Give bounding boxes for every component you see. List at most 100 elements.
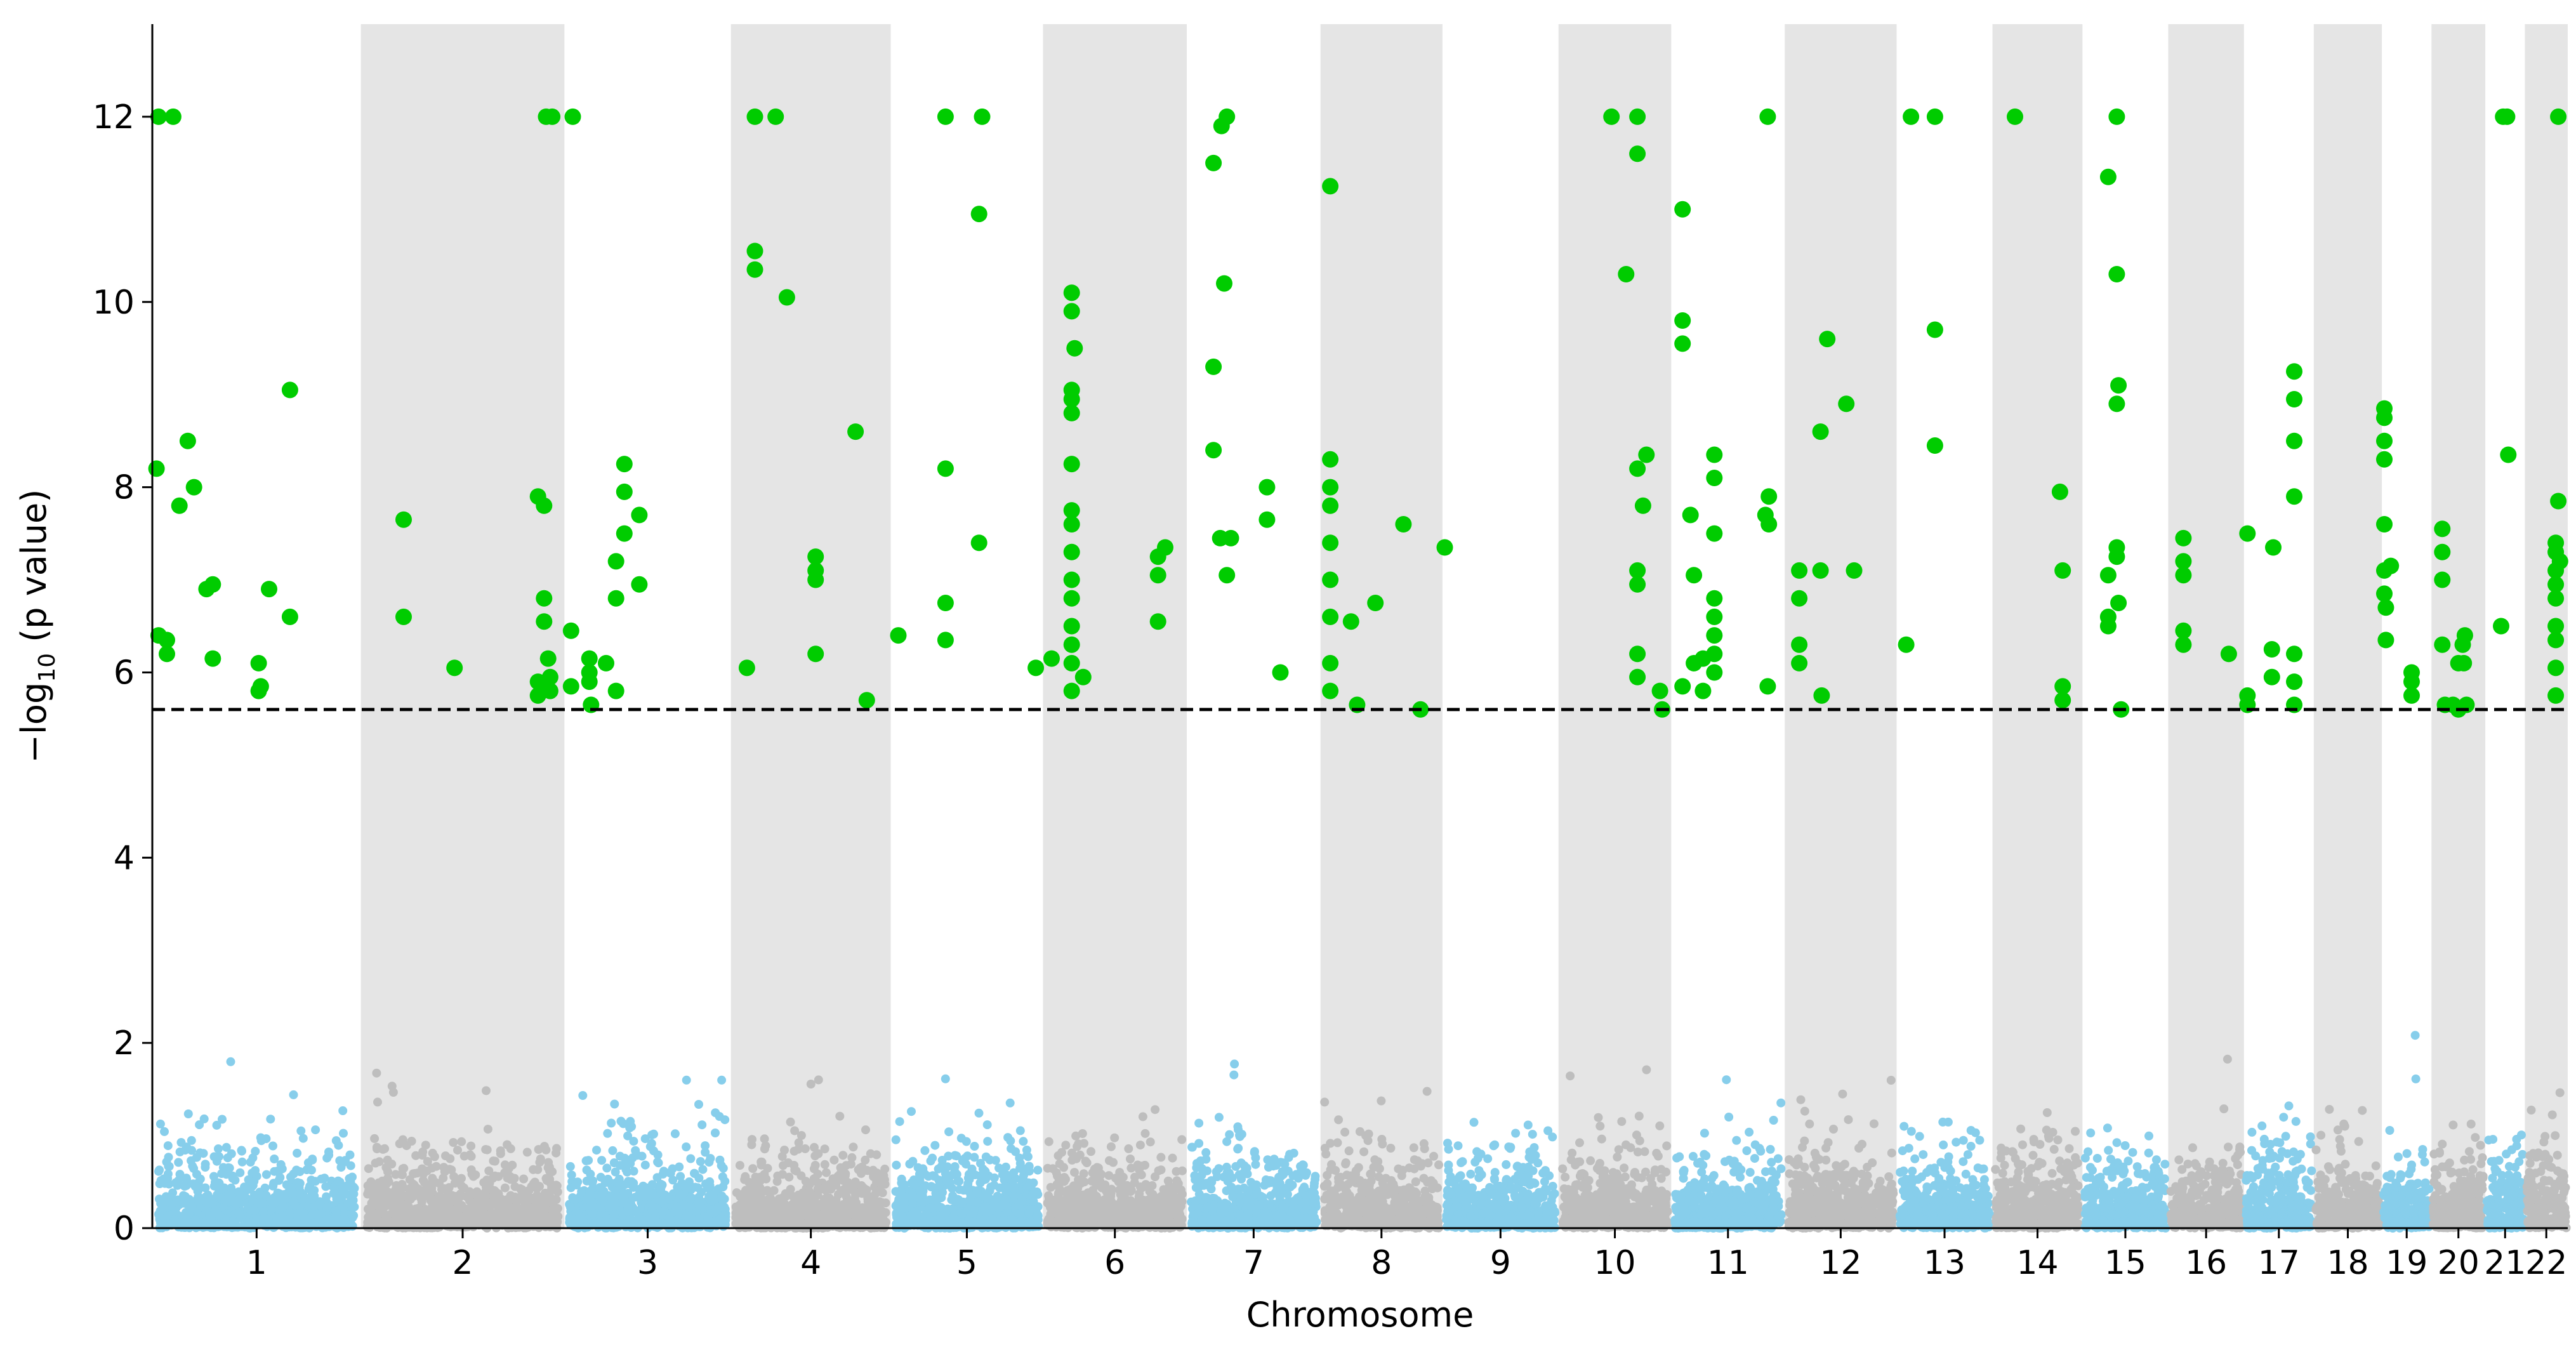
snp-point (339, 1128, 348, 1138)
snp-point (800, 1144, 810, 1153)
snp-point (510, 1182, 520, 1191)
snp-point (364, 1205, 373, 1214)
snp-point (331, 1136, 341, 1146)
snp-point (755, 1183, 765, 1193)
snp-point (420, 1207, 429, 1216)
snp-point (199, 1114, 209, 1123)
snp-point (928, 1153, 937, 1163)
snp-point (194, 1186, 203, 1195)
snp-point (816, 1214, 825, 1223)
snp-point (620, 1153, 630, 1163)
snp-point (552, 1148, 561, 1158)
snp-point (309, 1218, 319, 1228)
snp-point (172, 1197, 182, 1207)
snp-point (609, 1158, 619, 1167)
snp-point (533, 1165, 543, 1174)
snp-point (272, 1215, 281, 1224)
snp-point (838, 1151, 848, 1160)
snp-point (443, 1186, 452, 1196)
snp-point (986, 1205, 996, 1215)
snp-point (1019, 1137, 1028, 1146)
snp-point (881, 1198, 890, 1208)
snp-point (694, 1214, 704, 1224)
snp-point (659, 1167, 668, 1176)
snp-point (251, 1214, 261, 1224)
band-chr-10 (1558, 24, 1672, 1228)
snp-point (731, 1202, 741, 1212)
snp-point (565, 1161, 575, 1171)
snp-point (619, 1119, 628, 1128)
snp-point (421, 1141, 430, 1150)
snp-point (578, 1214, 587, 1223)
snp-point (535, 1182, 544, 1191)
snp-point (294, 1182, 304, 1192)
snp-point (961, 1137, 971, 1146)
snp-point (1024, 1161, 1034, 1171)
snp-point (1000, 1175, 1009, 1185)
snp-point (965, 1196, 974, 1205)
snp-point (907, 1107, 916, 1116)
snp-point (1159, 1189, 1168, 1199)
snp-point (397, 1180, 407, 1189)
snp-point (874, 1208, 883, 1218)
snp-point (181, 1209, 190, 1219)
snp-point (970, 1142, 979, 1151)
snp-point (286, 1172, 295, 1182)
snp-point (289, 1189, 298, 1198)
snp-point (260, 1183, 270, 1193)
snp-point (864, 1205, 874, 1214)
snp-point (915, 1175, 925, 1185)
snp-point (682, 1075, 691, 1085)
snp-point (489, 1156, 498, 1166)
snp-point (986, 1215, 995, 1225)
snp-point (488, 1174, 498, 1183)
snp-point (215, 1221, 223, 1231)
snp-point (1074, 1193, 1084, 1202)
snp-point (519, 1174, 529, 1184)
points-chr-1 (154, 1057, 359, 1233)
snp-point (1064, 1215, 1073, 1224)
snp-point (428, 1148, 437, 1158)
snp-point (827, 1200, 836, 1209)
snp-point (1146, 1137, 1155, 1147)
snp-point (972, 1186, 982, 1196)
snp-point (242, 1184, 251, 1194)
snp-point (1067, 1197, 1076, 1207)
snp-point (237, 1146, 246, 1156)
snp-point (880, 1164, 890, 1174)
snp-point (293, 1148, 302, 1158)
snp-point (517, 1185, 527, 1194)
snp-point (968, 1208, 978, 1218)
snp-point (670, 1129, 680, 1139)
snp-point (201, 1220, 210, 1229)
snp-point (685, 1194, 695, 1203)
snp-point (207, 1196, 216, 1205)
snp-point (695, 1222, 704, 1231)
snp-point (745, 1191, 755, 1201)
snp-point (1126, 1186, 1136, 1195)
snp-point (299, 1212, 308, 1221)
snp-point (748, 1164, 758, 1174)
snp-point (794, 1138, 803, 1148)
snp-point (573, 1177, 583, 1187)
snp-point (873, 1170, 882, 1180)
snp-point (256, 1133, 265, 1142)
snp-point (449, 1138, 458, 1147)
snp-point (895, 1117, 904, 1127)
snp-point (410, 1186, 419, 1196)
snp-point (1029, 1196, 1038, 1206)
snp-point (780, 1199, 789, 1208)
snp-point (595, 1183, 605, 1192)
snp-point (1061, 1141, 1071, 1150)
snp-point (407, 1137, 416, 1146)
snp-point (1024, 1208, 1034, 1217)
snp-point (597, 1205, 607, 1214)
snp-point (324, 1214, 333, 1224)
snp-point (411, 1151, 421, 1160)
snp-point (456, 1201, 466, 1210)
snp-point (481, 1187, 491, 1196)
snp-point (711, 1128, 720, 1137)
snp-point (735, 1161, 744, 1170)
snp-point (697, 1120, 707, 1130)
snp-point (596, 1217, 605, 1226)
